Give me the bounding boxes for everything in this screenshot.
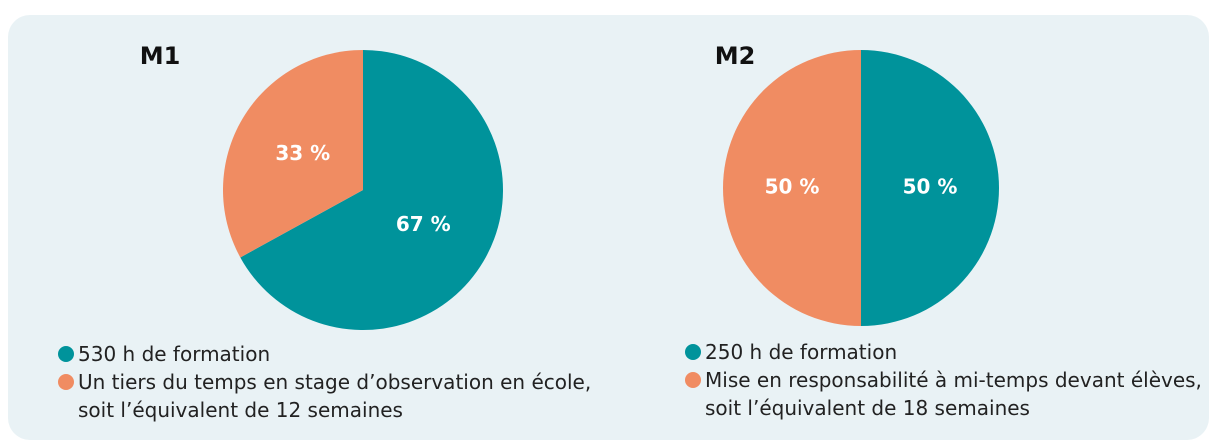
legend-label: Un tiers du temps en stage d’observation…: [78, 370, 592, 422]
pie-slice: [861, 50, 999, 326]
legend-swatch: [58, 374, 74, 390]
pie-slice: [240, 50, 503, 330]
pie-slice: [723, 50, 861, 326]
legend-swatch: [685, 372, 701, 388]
legend-swatch: [58, 346, 74, 362]
slice-label: 50 %: [765, 175, 820, 199]
chart-title: M1: [140, 42, 181, 70]
panel: [8, 15, 1209, 440]
legend-item: 250 h de formation: [685, 338, 1209, 366]
pie-slice: [222, 50, 363, 258]
legend-label: Mise en responsabilité à mi-temps devant…: [705, 368, 1202, 420]
legend-item: Un tiers du temps en stage d’observation…: [58, 368, 598, 424]
legend-swatch: [685, 344, 701, 360]
chart-title: M2: [715, 42, 756, 70]
legend-item: Mise en responsabilité à mi-temps devant…: [685, 366, 1209, 422]
slice-label: 33 %: [275, 141, 330, 165]
slice-label: 50 %: [903, 175, 958, 199]
slice-label: 67 %: [396, 212, 451, 236]
legend-label: 530 h de formation: [78, 342, 271, 366]
legend-item: 530 h de formation: [58, 340, 598, 368]
legend: 530 h de formation Un tiers du temps en s…: [58, 340, 598, 424]
legend: 250 h de formation Mise en responsabilité…: [685, 338, 1209, 422]
legend-label: 250 h de formation: [705, 340, 898, 364]
